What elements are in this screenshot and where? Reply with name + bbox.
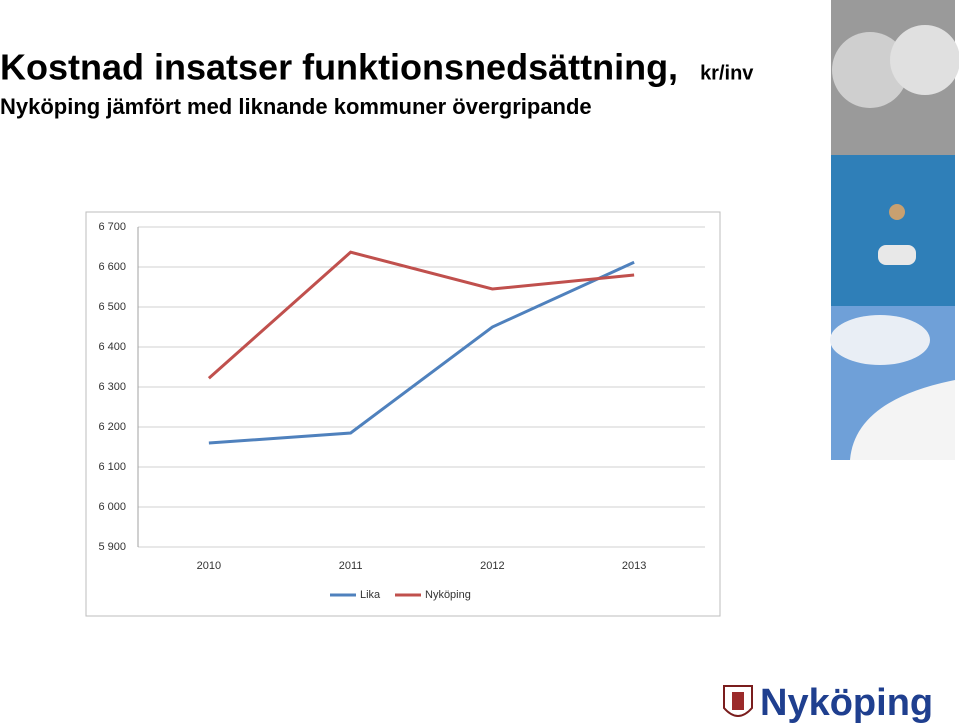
legend-label: Lika (360, 589, 381, 601)
y-tick-label: 6 700 (98, 221, 126, 233)
y-tick-label: 6 000 (98, 501, 126, 513)
series-line (207, 250, 635, 380)
y-tick-label: 6 600 (98, 261, 126, 273)
title-unit: kr/inv (700, 62, 754, 84)
x-tick-label: 2010 (197, 560, 221, 572)
x-tick-label: 2013 (622, 560, 646, 572)
y-tick-label: 6 400 (98, 341, 126, 353)
y-tick-label: 6 500 (98, 301, 126, 313)
x-tick-label: 2011 (339, 560, 363, 572)
legend-label: Nyköping (425, 589, 471, 601)
y-tick-label: 6 200 (98, 421, 126, 433)
logo-text: Nyköping (760, 682, 933, 724)
y-tick-label: 6 100 (98, 461, 126, 473)
title: Kostnad insatser funktionsnedsättning, (0, 47, 678, 88)
series-line (208, 260, 635, 445)
plot-frame (85, 211, 721, 617)
x-tick-label: 2012 (480, 560, 504, 572)
subtitle: Nyköping jämfört med liknande kommuner ö… (0, 94, 592, 119)
y-tick-label: 6 300 (98, 381, 126, 393)
y-tick-label: 5 900 (98, 541, 126, 553)
logo: Nyköping (723, 682, 933, 724)
photo-strip (830, 0, 959, 460)
